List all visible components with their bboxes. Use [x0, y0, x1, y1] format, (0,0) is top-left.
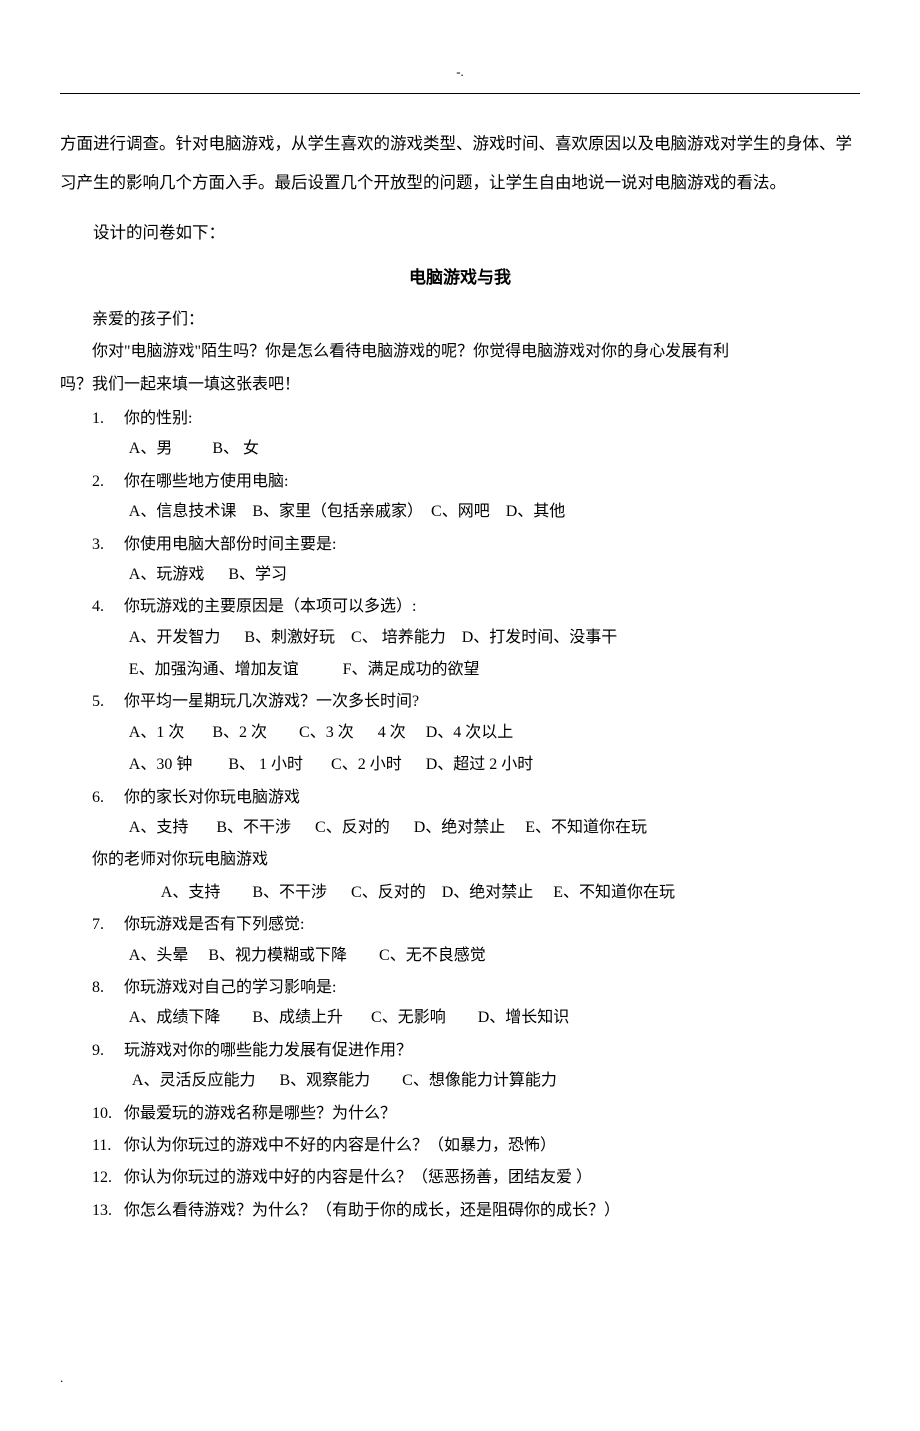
option-line: A、灵活反应能力 B、观察能力 C、想像能力计算能力 [92, 1066, 860, 1096]
question-item: 7.你玩游戏是否有下列感觉:A、头晕 B、视力模糊或下降 C、无不良感觉 [92, 910, 860, 971]
question-text: 6.你的家长对你玩电脑游戏 [92, 783, 860, 813]
preamble-line-1: 你对"电脑游戏"陌生吗？你是怎么看待电脑游戏的呢？你觉得电脑游戏对你的身心发展有… [60, 337, 860, 367]
option-line: A、1 次 B、2 次 C、3 次 4 次 D、4 次以上 [92, 718, 860, 748]
footer-mark: . [60, 1366, 860, 1391]
question-item: 8.你玩游戏对自己的学习影响是:A、成绩下降 B、成绩上升 C、无影响 D、增长… [92, 973, 860, 1034]
option-line: A、信息技术课 B、家里（包括亲戚家） C、网吧 D、其他 [92, 497, 860, 527]
header-rule [60, 93, 860, 94]
preamble-line-2: 吗？我们一起来填一填这张表吧！ [60, 370, 860, 400]
option-line: A、成绩下降 B、成绩上升 C、无影响 D、增长知识 [92, 1003, 860, 1033]
question-number: 1. [92, 404, 124, 434]
question-item: 12.你认为你玩过的游戏中好的内容是什么？（惩恶扬善，团结友爱 ） [92, 1163, 860, 1193]
option-line: E、加强沟通、增加友谊 F、满足成功的欲望 [92, 655, 860, 685]
question-item: 6.你的家长对你玩电脑游戏A、支持 B、不干涉 C、反对的 D、绝对禁止 E、不… [92, 783, 860, 844]
question-label: 你使用电脑大部份时间主要是: [124, 536, 336, 553]
question-number: 9. [92, 1036, 124, 1066]
question-number: 8. [92, 973, 124, 1003]
question-number: 11. [92, 1131, 124, 1161]
question-label: 你认为你玩过的游戏中不好的内容是什么？（如暴力，恐怖） [124, 1137, 556, 1154]
question-text: 9.玩游戏对你的哪些能力发展有促进作用？ [92, 1036, 860, 1066]
question-item: 5.你平均一星期玩几次游戏？一次多长时间?A、1 次 B、2 次 C、3 次 4… [92, 687, 860, 780]
option-line: A、支持 B、不干涉 C、反对的 D、绝对禁止 E、不知道你在玩 [92, 813, 860, 843]
question-label: 你在哪些地方使用电脑: [124, 473, 288, 490]
question-label: 你玩游戏是否有下列感觉: [124, 916, 304, 933]
question-text: 8.你玩游戏对自己的学习影响是: [92, 973, 860, 1003]
intro-paragraph: 方面进行调查。针对电脑游戏，从学生喜欢的游戏类型、游戏时间、喜欢原因以及电脑游戏… [60, 124, 860, 203]
question-text: 10.你最爱玩的游戏名称是哪些？为什么？ [92, 1099, 860, 1129]
question-item: 2.你在哪些地方使用电脑:A、信息技术课 B、家里（包括亲戚家） C、网吧 D、… [92, 467, 860, 528]
question-label: 你的家长对你玩电脑游戏 [124, 789, 300, 806]
question-label: 你玩游戏的主要原因是（本项可以多选）: [124, 598, 416, 615]
question-label: 你认为你玩过的游戏中好的内容是什么？（惩恶扬善，团结友爱 ） [124, 1169, 592, 1186]
question-item: 9.玩游戏对你的哪些能力发展有促进作用？ A、灵活反应能力 B、观察能力 C、想… [92, 1036, 860, 1097]
question-text: 4.你玩游戏的主要原因是（本项可以多选）: [92, 592, 860, 622]
question-number: 13. [92, 1196, 124, 1226]
question-label: 你的性别: [124, 410, 192, 427]
question-text: 7.你玩游戏是否有下列感觉: [92, 910, 860, 940]
question-text: 3.你使用电脑大部份时间主要是: [92, 530, 860, 560]
questionnaire-title: 电脑游戏与我 [60, 262, 860, 294]
question-label: 你平均一星期玩几次游戏？一次多长时间? [124, 693, 419, 710]
header-decoration: -. [60, 60, 860, 85]
option-line: A、30 钟 B、 1 小时 C、2 小时 D、超过 2 小时 [92, 750, 860, 780]
question-item: 13.你怎么看待游戏？为什么？（有助于你的成长，还是阻碍你的成长？） [92, 1196, 860, 1226]
question-number: 2. [92, 467, 124, 497]
question-label: 你玩游戏对自己的学习影响是: [124, 979, 336, 996]
question-item: 3.你使用电脑大部份时间主要是:A、玩游戏 B、学习 [92, 530, 860, 591]
question-label: 玩游戏对你的哪些能力发展有促进作用？ [124, 1042, 412, 1059]
question-text: 11.你认为你玩过的游戏中不好的内容是什么？（如暴力，恐怖） [92, 1131, 860, 1161]
question-text: 12.你认为你玩过的游戏中好的内容是什么？（惩恶扬善，团结友爱 ） [92, 1163, 860, 1193]
question-text: 5.你平均一星期玩几次游戏？一次多长时间? [92, 687, 860, 717]
question-list: 1.你的性别:A、男 B、 女2.你在哪些地方使用电脑:A、信息技术课 B、家里… [60, 404, 860, 1226]
question-number: 7. [92, 910, 124, 940]
question-item: 10.你最爱玩的游戏名称是哪些？为什么？ [92, 1099, 860, 1129]
question-item: 4.你玩游戏的主要原因是（本项可以多选）:A、开发智力 B、刺激好玩 C、 培养… [92, 592, 860, 685]
question-number: 12. [92, 1163, 124, 1193]
question-label: 你最爱玩的游戏名称是哪些？为什么？ [124, 1105, 396, 1122]
question-item: 1.你的性别:A、男 B、 女 [92, 404, 860, 465]
question-text: 1.你的性别: [92, 404, 860, 434]
option-line: A、头晕 B、视力模糊或下降 C、无不良感觉 [92, 941, 860, 971]
design-line: 设计的问卷如下： [60, 213, 860, 253]
greeting: 亲爱的孩子们： [60, 305, 860, 335]
question-number: 6. [92, 783, 124, 813]
option-line: A、男 B、 女 [92, 434, 860, 464]
question-label: 你怎么看待游戏？为什么？（有助于你的成长，还是阻碍你的成长？） [124, 1202, 620, 1219]
question-text: 2.你在哪些地方使用电脑: [92, 467, 860, 497]
option-line: A、开发智力 B、刺激好玩 C、 培养能力 D、打发时间、没事干 [92, 623, 860, 653]
question-item: 11.你认为你玩过的游戏中不好的内容是什么？（如暴力，恐怖） [92, 1131, 860, 1161]
option-line: A、支持 B、不干涉 C、反对的 D、绝对禁止 E、不知道你在玩 [92, 878, 860, 908]
sub-question-text: 你的老师对你玩电脑游戏 [92, 845, 860, 875]
question-number: 5. [92, 687, 124, 717]
option-line: A、玩游戏 B、学习 [92, 560, 860, 590]
question-text: 13.你怎么看待游戏？为什么？（有助于你的成长，还是阻碍你的成长？） [92, 1196, 860, 1226]
question-number: 4. [92, 592, 124, 622]
question-number: 10. [92, 1099, 124, 1129]
question-number: 3. [92, 530, 124, 560]
